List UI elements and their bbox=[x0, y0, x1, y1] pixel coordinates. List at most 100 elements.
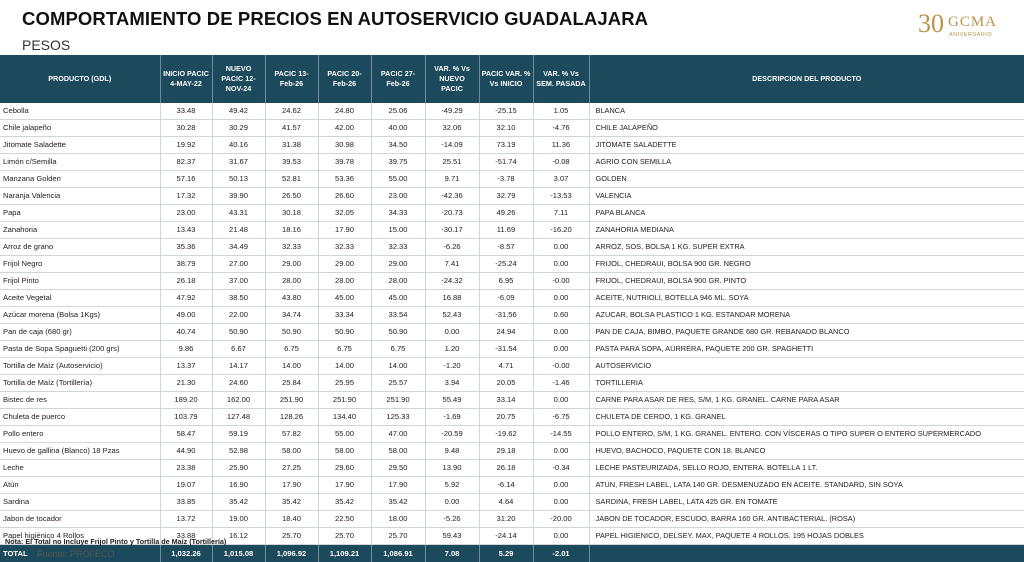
variation-cell: 59.43 bbox=[425, 527, 480, 545]
price-cell: 14.00 bbox=[265, 357, 319, 375]
variation-cell: -3.78 bbox=[479, 170, 534, 188]
variation-cell: 32.79 bbox=[479, 187, 534, 205]
price-cell: 17.90 bbox=[265, 476, 319, 494]
variation-cell: 49.26 bbox=[479, 204, 534, 222]
variation-cell: 0.00 bbox=[533, 289, 590, 307]
product-name-cell: Bistec de res bbox=[0, 391, 161, 409]
variation-cell: -8.57 bbox=[479, 238, 534, 256]
price-cell: 35.42 bbox=[212, 493, 266, 511]
product-name-cell: Leche bbox=[0, 459, 161, 477]
product-name-cell: Jitomate Saladette bbox=[0, 136, 161, 154]
price-cell: 189.20 bbox=[160, 391, 213, 409]
price-cell: 1,015.08 bbox=[212, 544, 266, 562]
variation-cell: -19.62 bbox=[479, 425, 534, 443]
product-name-cell: Pollo entero bbox=[0, 425, 161, 443]
price-cell: 14.17 bbox=[212, 357, 266, 375]
column-header: VAR. % Vs SEM. PASADA bbox=[533, 55, 590, 103]
variation-cell: 3.94 bbox=[425, 374, 480, 392]
product-name-cell: Sardina bbox=[0, 493, 161, 511]
variation-cell: -6.09 bbox=[479, 289, 534, 307]
price-cell: 38.79 bbox=[160, 255, 213, 273]
price-cell: 18.16 bbox=[265, 221, 319, 239]
variation-cell: 55.49 bbox=[425, 391, 480, 409]
price-cell: 58.00 bbox=[318, 442, 372, 460]
price-cell: 55.00 bbox=[371, 170, 426, 188]
variation-cell: -30.17 bbox=[425, 221, 480, 239]
description-cell: PAN DE CAJA, BIMBO, PAQUETE GRANDE 680 G… bbox=[589, 323, 1024, 341]
price-cell: 29.00 bbox=[371, 255, 426, 273]
price-cell: 22.00 bbox=[212, 306, 266, 324]
price-cell: 55.00 bbox=[318, 425, 372, 443]
price-cell: 41.57 bbox=[265, 119, 319, 137]
description-cell: LECHE PASTEURIZADA, SELLO ROJO, ENTERA. … bbox=[589, 459, 1024, 477]
page-title: COMPORTAMIENTO DE PRECIOS EN AUTOSERVICI… bbox=[22, 8, 649, 29]
price-cell: 35.42 bbox=[265, 493, 319, 511]
column-header: INICIO PACIC 4-MAY-22 bbox=[160, 55, 213, 103]
price-cell: 52.98 bbox=[212, 442, 266, 460]
price-cell: 50.90 bbox=[212, 323, 266, 341]
price-cell: 251.90 bbox=[265, 391, 319, 409]
table-row: Sardina 33.85 35.42 35.42 35.42 35.42 0.00 4.64… bbox=[0, 493, 1024, 511]
price-cell: 103.79 bbox=[160, 408, 213, 426]
table-row: Bistec de res 189.20 162.00 251.90 251.90 251… bbox=[0, 391, 1024, 409]
price-cell: 27.25 bbox=[265, 459, 319, 477]
price-cell: 52.81 bbox=[265, 170, 319, 188]
table-body: Cebolla 33.48 49.42 24.62 24.80 25.06 -49.29 -2… bbox=[0, 103, 1024, 562]
price-cell: 82.37 bbox=[160, 153, 213, 171]
price-cell: 27.00 bbox=[212, 255, 266, 273]
price-cell: 33.85 bbox=[160, 493, 213, 511]
description-cell: FRIJOL, CHEDRAUI, BOLSA 900 GR. NEGRO bbox=[589, 255, 1024, 273]
description-cell: AGRIO CON SEMILLA bbox=[589, 153, 1024, 171]
price-cell: 35.42 bbox=[318, 493, 372, 511]
variation-cell: -16.20 bbox=[533, 221, 590, 239]
table-row: Chuleta de puerco 103.79 127.48 128.26 134.4… bbox=[0, 408, 1024, 426]
description-cell: ARROZ, SOS, BOLSA 1 KG. SUPER EXTRA bbox=[589, 238, 1024, 256]
price-cell: 15.00 bbox=[371, 221, 426, 239]
column-header: PACIC 27-Feb-26 bbox=[371, 55, 426, 103]
description-cell: CHILE JALAPEÑO bbox=[589, 119, 1024, 137]
product-name-cell: Zanahoria bbox=[0, 221, 161, 239]
description-cell: JITOMATE SALADETTE bbox=[589, 136, 1024, 154]
price-cell: 25.57 bbox=[371, 374, 426, 392]
price-cell: 6.75 bbox=[371, 340, 426, 358]
table-row: Naranja Valencia 17.32 39.90 26.50 26.60 23.0… bbox=[0, 187, 1024, 205]
variation-cell: 7.08 bbox=[425, 544, 480, 562]
product-name-cell: Jabon de tocador bbox=[0, 510, 161, 528]
price-cell: 34.74 bbox=[265, 306, 319, 324]
product-name-cell: Naranja Valencia bbox=[0, 187, 161, 205]
variation-cell: 29.18 bbox=[479, 442, 534, 460]
price-cell: 23.38 bbox=[160, 459, 213, 477]
table-row: Pan de caja (680 gr) 40.74 50.90 50.90 50.90… bbox=[0, 323, 1024, 341]
variation-cell: -0.00 bbox=[533, 272, 590, 290]
variation-cell: 32.10 bbox=[479, 119, 534, 137]
table-row: Limón c/Semilla 82.37 31.67 39.53 39.78 39.75… bbox=[0, 153, 1024, 171]
logo-tagline: ANIVERSARIO bbox=[949, 32, 992, 38]
price-cell: 24.62 bbox=[265, 103, 319, 120]
price-cell: 50.90 bbox=[371, 323, 426, 341]
table-header-row: PRODUCTO (GDL) INICIO PACIC 4-MAY-22 NUEVO… bbox=[0, 55, 1024, 103]
price-cell: 33.48 bbox=[160, 103, 213, 120]
source-label: Fuente: PROFECO bbox=[37, 549, 115, 559]
price-cell: 13.43 bbox=[160, 221, 213, 239]
variation-cell: -1.20 bbox=[425, 357, 480, 375]
price-cell: 30.98 bbox=[318, 136, 372, 154]
price-cell: 31.67 bbox=[212, 153, 266, 171]
table-row: Azúcar morena (Bolsa 1Kgs) 49.00 22.00 34.7… bbox=[0, 306, 1024, 324]
price-cell: 1,086.91 bbox=[371, 544, 426, 562]
product-name-cell: Tortilla de Maíz (Autoservicio) bbox=[0, 357, 161, 375]
variation-cell: 9.48 bbox=[425, 442, 480, 460]
price-cell: 39.53 bbox=[265, 153, 319, 171]
variation-cell: 0.00 bbox=[533, 476, 590, 494]
price-cell: 43.31 bbox=[212, 204, 266, 222]
column-header: PACIC VAR. % Vs INICIO bbox=[479, 55, 534, 103]
price-cell: 32.33 bbox=[318, 238, 372, 256]
variation-cell: 24.94 bbox=[479, 323, 534, 341]
description-cell: PAPEL HIGIENICO, DELSEY. MAX, PAQUETE 4 … bbox=[589, 527, 1024, 545]
price-cell: 14.00 bbox=[371, 357, 426, 375]
table-row: Frijol Negro 38.79 27.00 29.00 29.00 29.00 7.4… bbox=[0, 255, 1024, 273]
table-row: Pollo entero 58.47 59.19 57.82 55.00 47.00 -20… bbox=[0, 425, 1024, 443]
variation-cell: 13.90 bbox=[425, 459, 480, 477]
column-header: PRODUCTO (GDL) bbox=[0, 55, 161, 103]
description-cell: CHULETA DE CERDO, 1 KG. GRANEL bbox=[589, 408, 1024, 426]
price-cell: 34.49 bbox=[212, 238, 266, 256]
